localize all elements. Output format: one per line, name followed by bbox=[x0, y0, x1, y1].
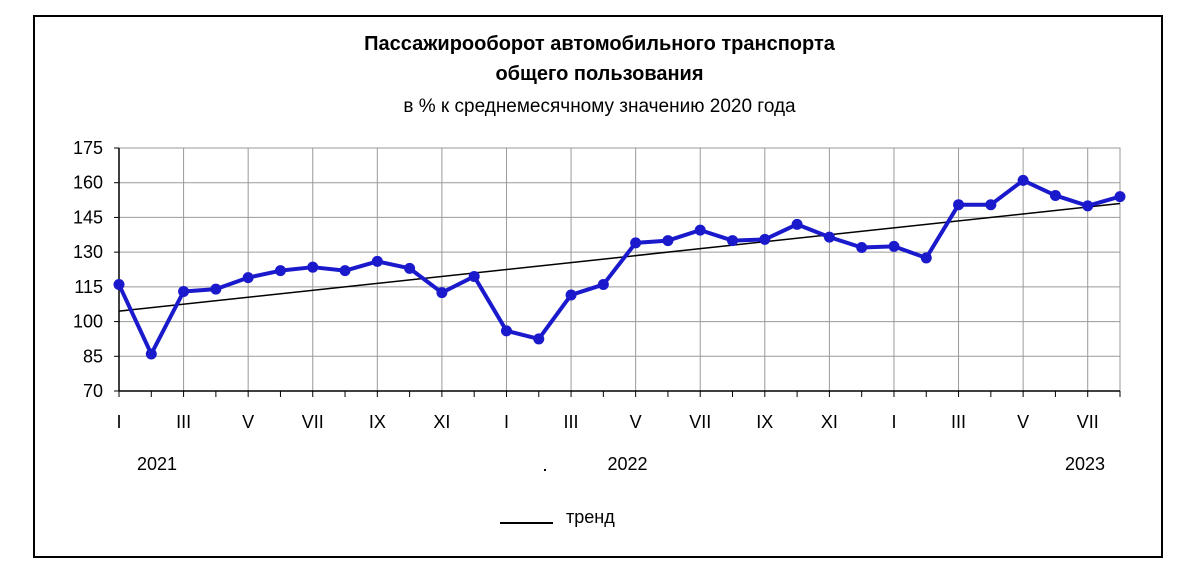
data-point bbox=[856, 242, 868, 254]
data-point bbox=[210, 283, 222, 295]
y-tick-label: 145 bbox=[73, 207, 103, 227]
series-line bbox=[117, 178, 1121, 356]
x-tick-label: I bbox=[116, 412, 121, 432]
x-tick-label: XI bbox=[433, 412, 450, 432]
x-tick-label: XI bbox=[821, 412, 838, 432]
year-label: 2021 bbox=[137, 454, 177, 474]
data-point bbox=[727, 235, 739, 247]
year-label: 2022 bbox=[607, 454, 647, 474]
x-tick-label: I bbox=[891, 412, 896, 432]
legend-trend-line bbox=[500, 522, 553, 524]
data-point bbox=[242, 272, 254, 284]
x-tick-label: VII bbox=[1077, 412, 1099, 432]
plot-area bbox=[118, 147, 1121, 392]
data-point bbox=[1082, 200, 1094, 212]
data-point bbox=[404, 262, 416, 274]
x-tick-label: III bbox=[564, 412, 579, 432]
data-point bbox=[500, 325, 512, 337]
data-point bbox=[694, 224, 706, 236]
y-tick-label: 130 bbox=[73, 242, 103, 262]
data-point bbox=[597, 279, 609, 291]
chart-frame bbox=[33, 15, 1163, 558]
data-point bbox=[662, 235, 674, 247]
y-tick-label: 100 bbox=[73, 312, 103, 332]
data-point bbox=[888, 240, 900, 252]
data-point bbox=[1114, 191, 1126, 203]
data-point bbox=[178, 285, 190, 297]
data-point bbox=[468, 270, 480, 282]
x-tick-label: V bbox=[630, 412, 642, 432]
x-tick-label: I bbox=[504, 412, 509, 432]
y-tick-label: 70 bbox=[83, 381, 103, 401]
data-point bbox=[1049, 189, 1061, 201]
x-tick-label: IX bbox=[756, 412, 773, 432]
data-point bbox=[920, 252, 932, 264]
data-point bbox=[436, 287, 448, 299]
x-tick-label: III bbox=[951, 412, 966, 432]
y-tick-label: 85 bbox=[83, 346, 103, 366]
trend-line bbox=[118, 202, 1121, 312]
x-tick-label: V bbox=[242, 412, 254, 432]
data-point bbox=[307, 261, 319, 273]
x-tick-label: VII bbox=[302, 412, 324, 432]
y-tick-label: 160 bbox=[73, 173, 103, 193]
data-point bbox=[274, 265, 286, 277]
y-tick-label: 115 bbox=[74, 277, 103, 297]
chart-title: Пассажирооборот автомобильного транспорт… bbox=[364, 33, 835, 55]
data-point bbox=[113, 279, 125, 291]
x-tick-label: IX bbox=[369, 412, 386, 432]
x-tick-label: III bbox=[176, 412, 191, 432]
year-label: 2023 bbox=[1065, 454, 1105, 474]
data-point bbox=[791, 218, 803, 230]
data-point bbox=[759, 233, 771, 245]
x-tick-label: VII bbox=[689, 412, 711, 432]
data-point bbox=[533, 333, 545, 345]
data-point bbox=[339, 265, 351, 277]
data-point bbox=[565, 289, 577, 301]
data-point bbox=[630, 237, 642, 249]
data-point bbox=[145, 348, 157, 360]
data-point bbox=[985, 199, 997, 211]
x-tick-label: V bbox=[1017, 412, 1029, 432]
chart-subtitle: в % к среднемесячному значению 2020 года bbox=[403, 96, 796, 117]
chart-title-line2: общего пользования bbox=[495, 63, 704, 85]
stray-dot bbox=[544, 469, 546, 471]
data-point bbox=[953, 199, 965, 211]
legend-trend-label: тренд bbox=[566, 507, 615, 527]
data-point bbox=[371, 255, 383, 267]
data-point bbox=[823, 231, 835, 243]
y-tick-label: 175 bbox=[73, 138, 103, 158]
data-point bbox=[1017, 174, 1029, 186]
